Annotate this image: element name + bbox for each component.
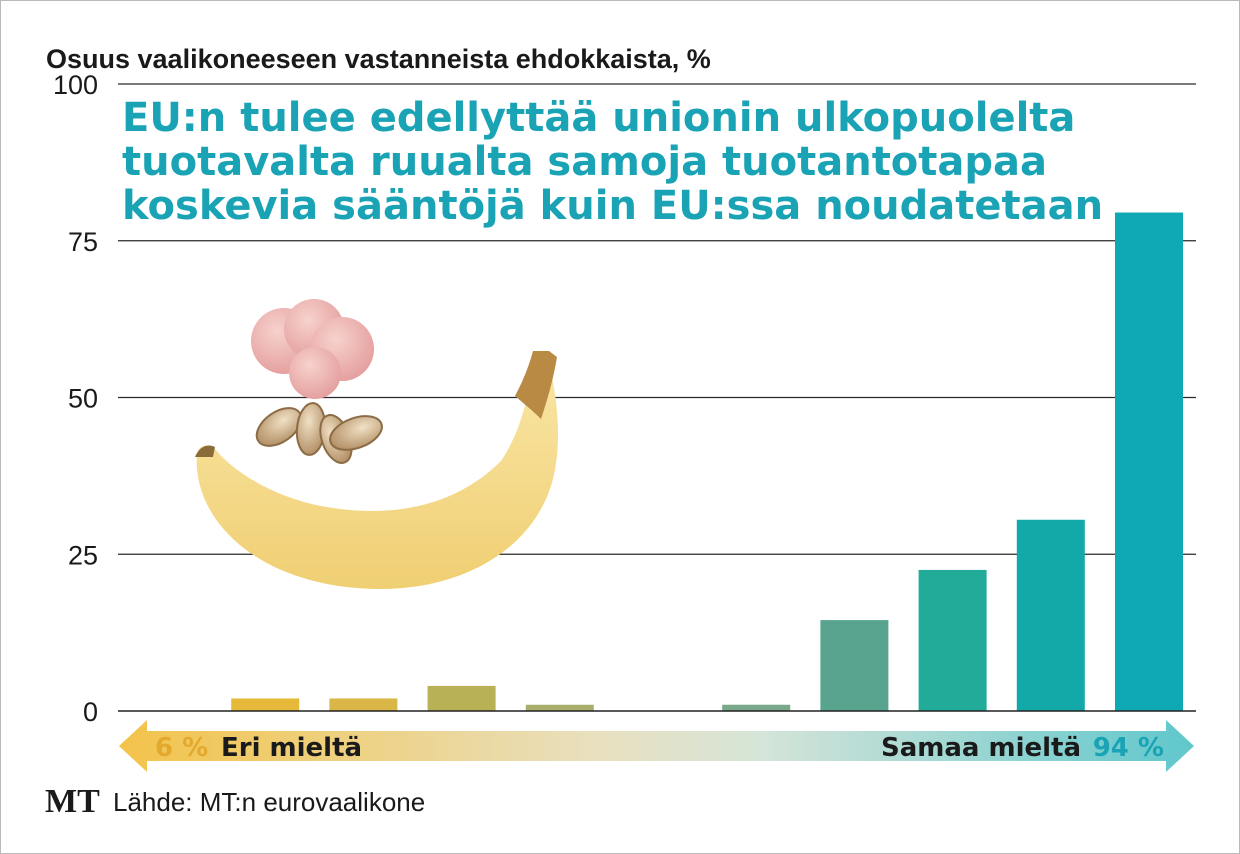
chart-title: EU:n tulee edellyttää unionin ulkopuolel… (122, 95, 1103, 229)
agree-share: 94 % (1093, 733, 1164, 763)
chart-title-line-2: tuotavalta ruualta samoja tuotantotapaa (122, 139, 1047, 185)
bar (1115, 212, 1183, 711)
meat-piece (289, 347, 341, 399)
chart-title-line-3: koskevia sääntöjä kuin EU:ssa noudatetaa… (122, 183, 1103, 229)
bar (231, 698, 300, 711)
grain-kernel (329, 415, 383, 451)
disagree-share: 6 % (155, 733, 208, 763)
banana-meat-grain-illustration (195, 299, 559, 589)
agreement-scale: 6 % Eri mieltä Samaa mieltä 94 % (119, 720, 1194, 772)
bar (1016, 519, 1085, 711)
gridlines (118, 83, 1196, 555)
y-tick-label: 75 (68, 227, 98, 257)
mt-logo: MT (45, 783, 100, 820)
banana-shape (196, 357, 559, 589)
grain-kernel (255, 407, 303, 447)
bar (525, 704, 594, 711)
bar (918, 569, 987, 711)
chart-title-line-1: EU:n tulee edellyttää unionin ulkopuolel… (122, 95, 1075, 141)
bar (427, 685, 496, 711)
disagree-label: Eri mieltä (221, 733, 362, 763)
y-tick-label: 100 (53, 70, 98, 100)
bar (329, 698, 398, 711)
banana-stem (515, 351, 557, 419)
bar (820, 620, 889, 711)
y-tick-labels: 0 25 50 75 100 (53, 70, 98, 727)
agree-label: Samaa mieltä (881, 733, 1081, 763)
bars (231, 212, 1183, 711)
source-note: Lähde: MT:n eurovaalikone (113, 787, 425, 817)
banana-tip (195, 445, 215, 457)
y-tick-label: 0 (83, 697, 98, 727)
y-tick-label: 50 (68, 384, 98, 414)
y-tick-label: 25 (68, 540, 98, 570)
scale-arrow (119, 720, 1194, 772)
y-axis-label: Osuus vaalikoneeseen vastanneista ehdokk… (46, 44, 711, 74)
bar (722, 704, 791, 711)
